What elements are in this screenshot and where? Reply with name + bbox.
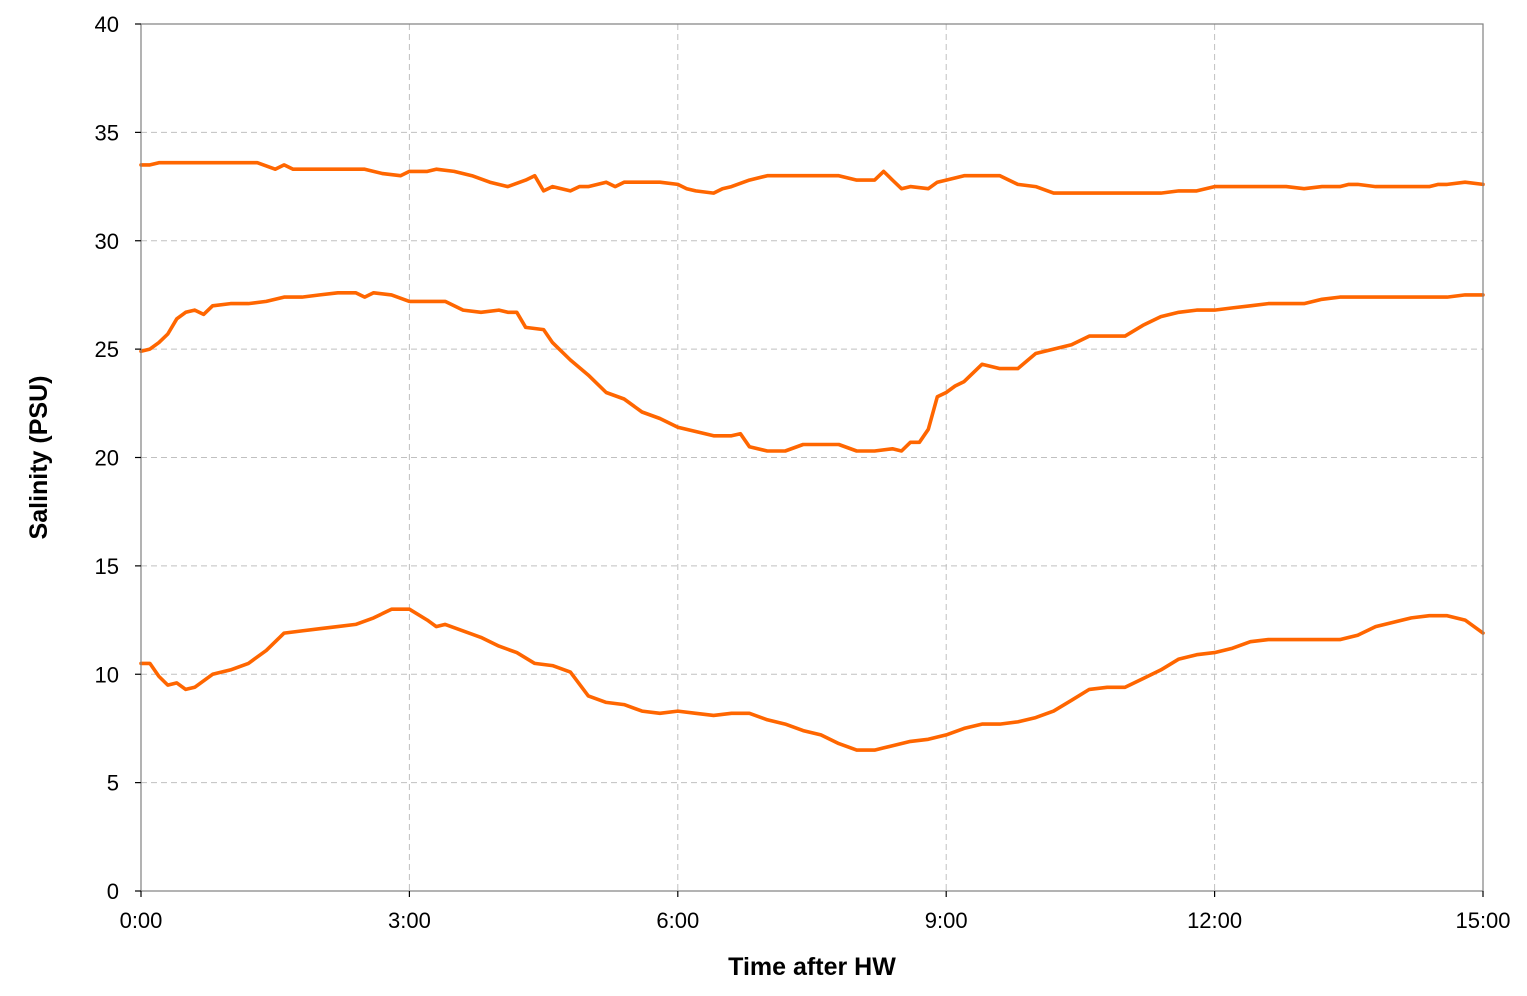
y-tick-label: 40 <box>95 12 119 37</box>
y-tick-label: 25 <box>95 337 119 362</box>
y-tick-label: 10 <box>95 662 119 687</box>
series-group <box>139 160 1485 752</box>
y-tick-label: 5 <box>107 771 119 796</box>
x-tick-label: 3:00 <box>388 908 431 933</box>
y-tick-label: 30 <box>95 229 119 254</box>
x-tick-label: 15:00 <box>1455 908 1510 933</box>
gridlines <box>141 24 1483 891</box>
y-tick-label: 20 <box>95 446 119 471</box>
x-tick-label: 6:00 <box>656 908 699 933</box>
y-tick-label: 35 <box>95 120 119 145</box>
y-axis-title: Salinity (PSU) <box>25 376 53 540</box>
x-tick-labels: 0:00 3:00 6:00 9:00 12:00 15:00 <box>120 908 1511 933</box>
x-tick-label: 0:00 <box>120 908 163 933</box>
series-line-1 <box>139 160 1485 195</box>
axis-ticks <box>135 23 1484 897</box>
x-tick-label: 9:00 <box>925 908 968 933</box>
x-tick-label: 12:00 <box>1187 908 1242 933</box>
series-line-3 <box>139 607 1485 752</box>
y-tick-label: 15 <box>95 554 119 579</box>
series-line-2 <box>139 291 1485 453</box>
x-axis-title: Time after HW <box>728 953 896 981</box>
y-tick-labels: 0 5 10 15 20 25 30 35 40 <box>95 12 119 904</box>
y-tick-label: 0 <box>107 879 119 904</box>
